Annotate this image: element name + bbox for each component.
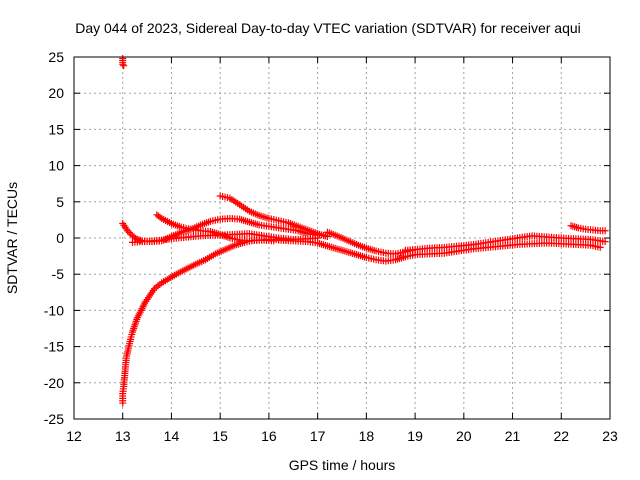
y-tick-label: 0 <box>56 230 64 246</box>
y-tick-label: 20 <box>48 85 64 101</box>
x-tick-label: 15 <box>212 428 228 444</box>
x-tick-label: 20 <box>456 428 472 444</box>
data-point <box>124 227 132 235</box>
data-point <box>119 60 127 68</box>
series-arc-rising <box>119 236 278 407</box>
data-point <box>132 234 140 242</box>
data-point <box>132 319 140 327</box>
x-tick-label: 17 <box>310 428 326 444</box>
series-arc-d <box>216 192 331 241</box>
x-tick-labels: 12 13 14 15 16 17 18 19 20 21 22 23 <box>66 428 618 444</box>
series-arc-top-outlier <box>119 54 128 70</box>
x-tick-label: 23 <box>602 428 618 444</box>
y-tick-label: -20 <box>44 375 64 391</box>
data-point <box>130 325 138 332</box>
x-tick-label: 19 <box>407 428 423 444</box>
x-tick-label: 12 <box>66 428 82 444</box>
y-tick-label: -5 <box>52 266 65 282</box>
y-tick-label: -15 <box>44 339 64 355</box>
x-tick-label: 14 <box>164 428 180 444</box>
y-tick-label: 10 <box>48 158 64 174</box>
data-point <box>129 326 137 334</box>
x-axis-label: GPS time / hours <box>289 457 396 473</box>
chart-title: Day 044 of 2023, Sidereal Day-to-day VTE… <box>75 20 581 36</box>
y-tick-labels: -25 -20 -15 -10 -5 0 5 10 15 20 25 <box>44 49 64 427</box>
plot-frame <box>73 56 611 420</box>
y-tick-label: -10 <box>44 302 64 318</box>
x-tick-label: 16 <box>261 428 277 444</box>
data-series <box>119 54 609 407</box>
data-point <box>601 227 609 235</box>
data-point <box>601 238 609 246</box>
x-tick-label: 13 <box>115 428 131 444</box>
series-arc-g <box>401 232 609 254</box>
data-point <box>120 62 128 70</box>
data-point <box>156 213 164 221</box>
series-arc-c <box>128 230 322 246</box>
data-point <box>130 323 138 331</box>
data-point <box>131 321 139 329</box>
x-tick-label: 21 <box>505 428 521 444</box>
x-tick-label: 18 <box>359 428 375 444</box>
y-tick-label: -25 <box>44 411 64 427</box>
data-point <box>125 228 133 236</box>
x-tick-label: 22 <box>553 428 569 444</box>
y-tick-label: 15 <box>48 121 64 137</box>
data-point <box>596 243 604 251</box>
series-arc-e <box>323 228 419 258</box>
y-tick-label: 25 <box>48 49 64 65</box>
y-axis-label: SDTVAR / TECUs <box>4 182 20 294</box>
y-tick-label: 5 <box>56 194 64 210</box>
series-arc-h <box>567 222 609 235</box>
